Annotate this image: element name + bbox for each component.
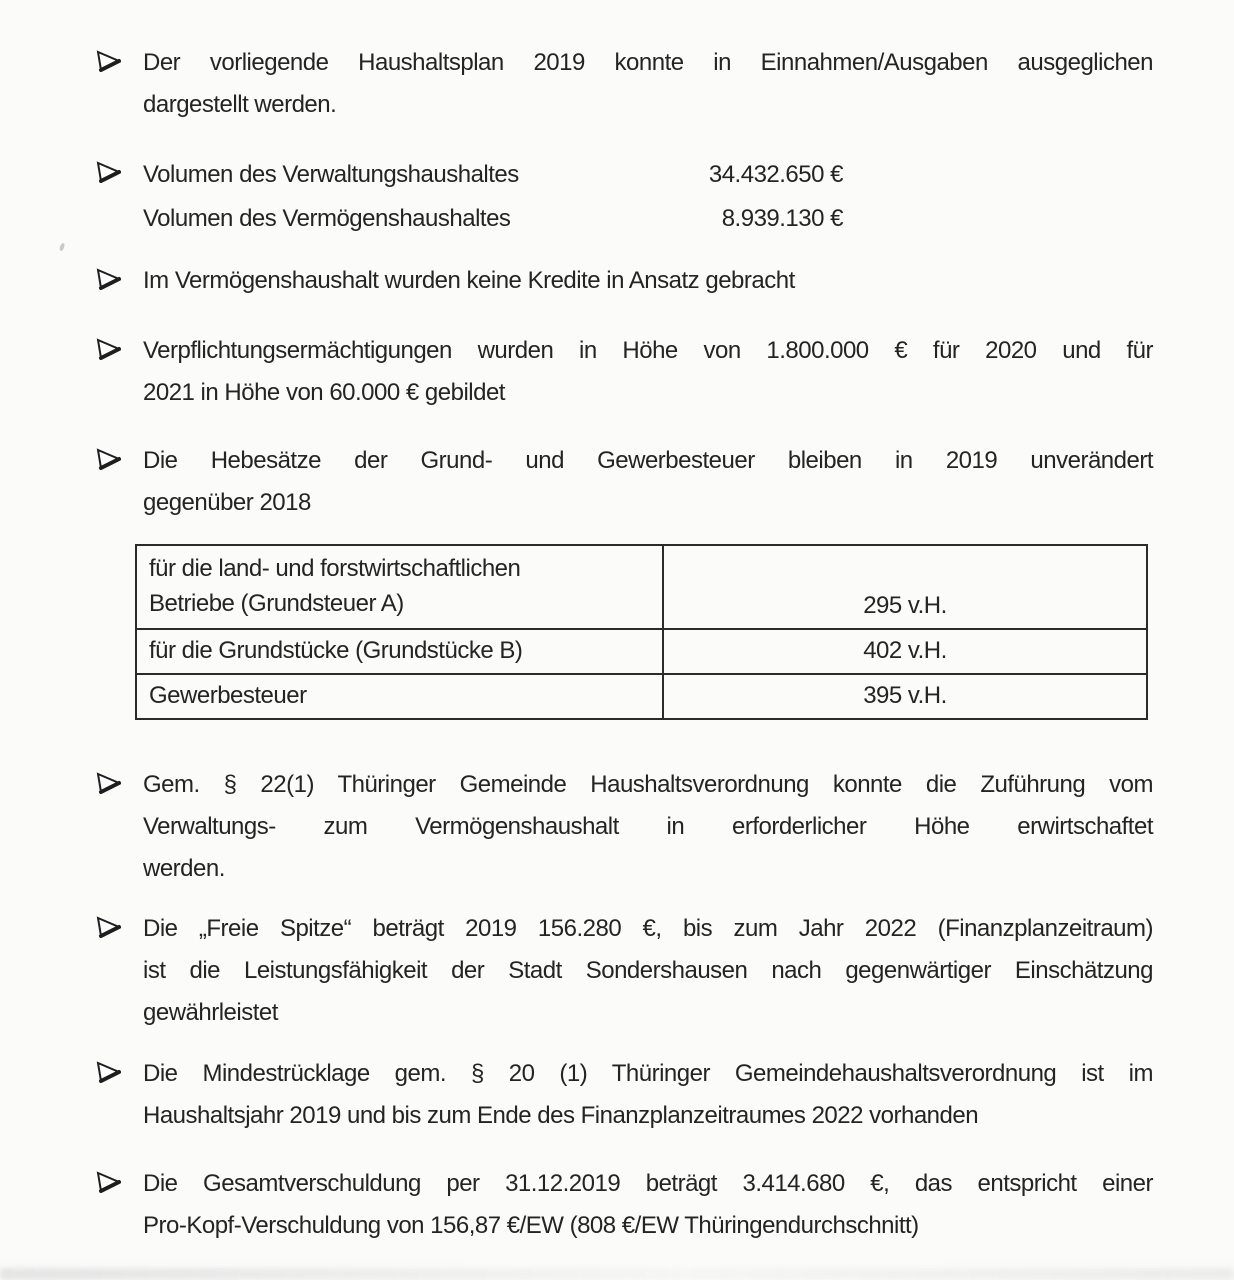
- tax-value-cell: 295 v.H.: [662, 544, 1148, 630]
- tax-label-cell: Gewerbesteuer: [135, 673, 664, 720]
- bullet-item-mindestruecklage: Die Mindestrücklage gem. § 20 (1) Thürin…: [95, 1053, 1154, 1137]
- arrowhead-bullet-icon: [95, 440, 143, 470]
- arrowhead-bullet-icon: [95, 153, 143, 183]
- scan-smear-artifact: [0, 1268, 1234, 1280]
- arrowhead-bullet-icon: [95, 42, 143, 72]
- volume-value: 8.939.130 €: [721, 205, 844, 232]
- paragraph: Die „Freie Spitze“ beträgt 2019 156.280 …: [143, 908, 1154, 1034]
- paragraph: Die Gesamtverschuldung per 31.12.2019 be…: [143, 1163, 1154, 1247]
- tax-table-wrapper: für die land- und forstwirtschaftlichen …: [95, 544, 1153, 720]
- paragraph-line: Die Hebesätze der Grund- und Gewerbesteu…: [143, 447, 1154, 474]
- tax-label-cell: für die land- und forstwirtschaftlichen …: [135, 544, 664, 630]
- table-row: für die land- und forstwirtschaftlichen …: [135, 544, 1148, 630]
- table-row: für die Grundstücke (Grundstücke B) 402 …: [135, 628, 1148, 675]
- volume-label: Volumen des Vermögenshaushaltes: [143, 205, 511, 232]
- paragraph: Gem. § 22(1) Thüringer Gemeinde Haushalt…: [143, 764, 1154, 890]
- arrowhead-bullet-icon: [95, 1163, 143, 1193]
- paragraph: Die Hebesätze der Grund- und Gewerbesteu…: [143, 440, 1154, 524]
- bullet-item-verpflichtungsermaechtigungen: Verpflichtungsermächtigungen wurden in H…: [95, 330, 1154, 414]
- hebesaetze-table: für die land- und forstwirtschaftlichen …: [135, 544, 1148, 720]
- volume-row: Volumen des Vermögenshaushaltes 8.939.13…: [143, 197, 844, 241]
- arrowhead-bullet-icon: [95, 330, 143, 360]
- paragraph-line: Verpflichtungsermächtigungen wurden in H…: [143, 337, 1154, 364]
- paragraph-line: dargestellt werden.: [143, 91, 337, 118]
- tax-label-cell: für die Grundstücke (Grundstücke B): [135, 628, 664, 675]
- bullet-item-volumen: Volumen des Verwaltungshaushaltes 34.432…: [95, 153, 1153, 241]
- bullet-item-zufuehrung: Gem. § 22(1) Thüringer Gemeinde Haushalt…: [95, 764, 1154, 890]
- scan-speck-artifact: [58, 242, 66, 252]
- paragraph-line: Im Vermögenshaushalt wurden keine Kredit…: [143, 267, 795, 294]
- arrowhead-bullet-icon: [95, 764, 143, 794]
- paragraph-line: Haushaltsjahr 2019 und bis zum Ende des …: [143, 1102, 979, 1129]
- bullet-item-gesamtverschuldung: Die Gesamtverschuldung per 31.12.2019 be…: [95, 1163, 1154, 1247]
- paragraph-line: Die „Freie Spitze“ beträgt 2019 156.280 …: [143, 915, 1154, 942]
- paragraph: Verpflichtungsermächtigungen wurden in H…: [143, 330, 1154, 414]
- arrowhead-bullet-icon: [95, 1053, 143, 1083]
- paragraph-line: 2021 in Höhe von 60.000 € gebildet: [143, 379, 505, 406]
- paragraph: Die Mindestrücklage gem. § 20 (1) Thürin…: [143, 1053, 1154, 1137]
- volume-figures: Volumen des Verwaltungshaushaltes 34.432…: [143, 153, 1153, 241]
- tax-value-cell: 395 v.H.: [662, 673, 1148, 720]
- paragraph-line: gewährleistet: [143, 999, 278, 1026]
- bullet-item-kredite: Im Vermögenshaushalt wurden keine Kredit…: [95, 260, 1153, 302]
- paragraph-line: Gem. § 22(1) Thüringer Gemeinde Haushalt…: [143, 771, 1154, 798]
- paragraph-line: Pro-Kopf-Verschuldung von 156,87 €/EW (8…: [143, 1212, 919, 1239]
- paragraph-line: ist die Leistungsfähigkeit der Stadt Son…: [143, 957, 1154, 984]
- paragraph-line: Die Gesamtverschuldung per 31.12.2019 be…: [143, 1170, 1154, 1197]
- paragraph-line: werden.: [143, 855, 225, 882]
- arrowhead-bullet-icon: [95, 260, 143, 290]
- document-body: Der vorliegende Haushaltsplan 2019 konnt…: [95, 42, 1154, 1247]
- bullet-item-hebesaetze: Die Hebesätze der Grund- und Gewerbesteu…: [95, 440, 1154, 524]
- paragraph: Der vorliegende Haushaltsplan 2019 konnt…: [143, 42, 1154, 126]
- arrowhead-bullet-icon: [95, 908, 143, 938]
- volume-value: 34.432.650 €: [708, 161, 844, 188]
- table-row: Gewerbesteuer 395 v.H.: [135, 673, 1148, 720]
- bullet-item-freie-spitze: Die „Freie Spitze“ beträgt 2019 156.280 …: [95, 908, 1154, 1034]
- paragraph-line: Verwaltungs- zum Vermögenshaushalt in er…: [143, 813, 1154, 840]
- tax-value-cell: 402 v.H.: [662, 628, 1148, 675]
- volume-label: Volumen des Verwaltungshaushaltes: [143, 161, 519, 188]
- paragraph-line: Die Mindestrücklage gem. § 20 (1) Thürin…: [143, 1060, 1154, 1087]
- bullet-item-haushaltsplan: Der vorliegende Haushaltsplan 2019 konnt…: [95, 42, 1154, 126]
- paragraph: Im Vermögenshaushalt wurden keine Kredit…: [143, 260, 1153, 302]
- paragraph-line: gegenüber 2018: [143, 489, 311, 516]
- paragraph-line: Der vorliegende Haushaltsplan 2019 konnt…: [143, 49, 1154, 76]
- volume-row: Volumen des Verwaltungshaushaltes 34.432…: [143, 153, 844, 197]
